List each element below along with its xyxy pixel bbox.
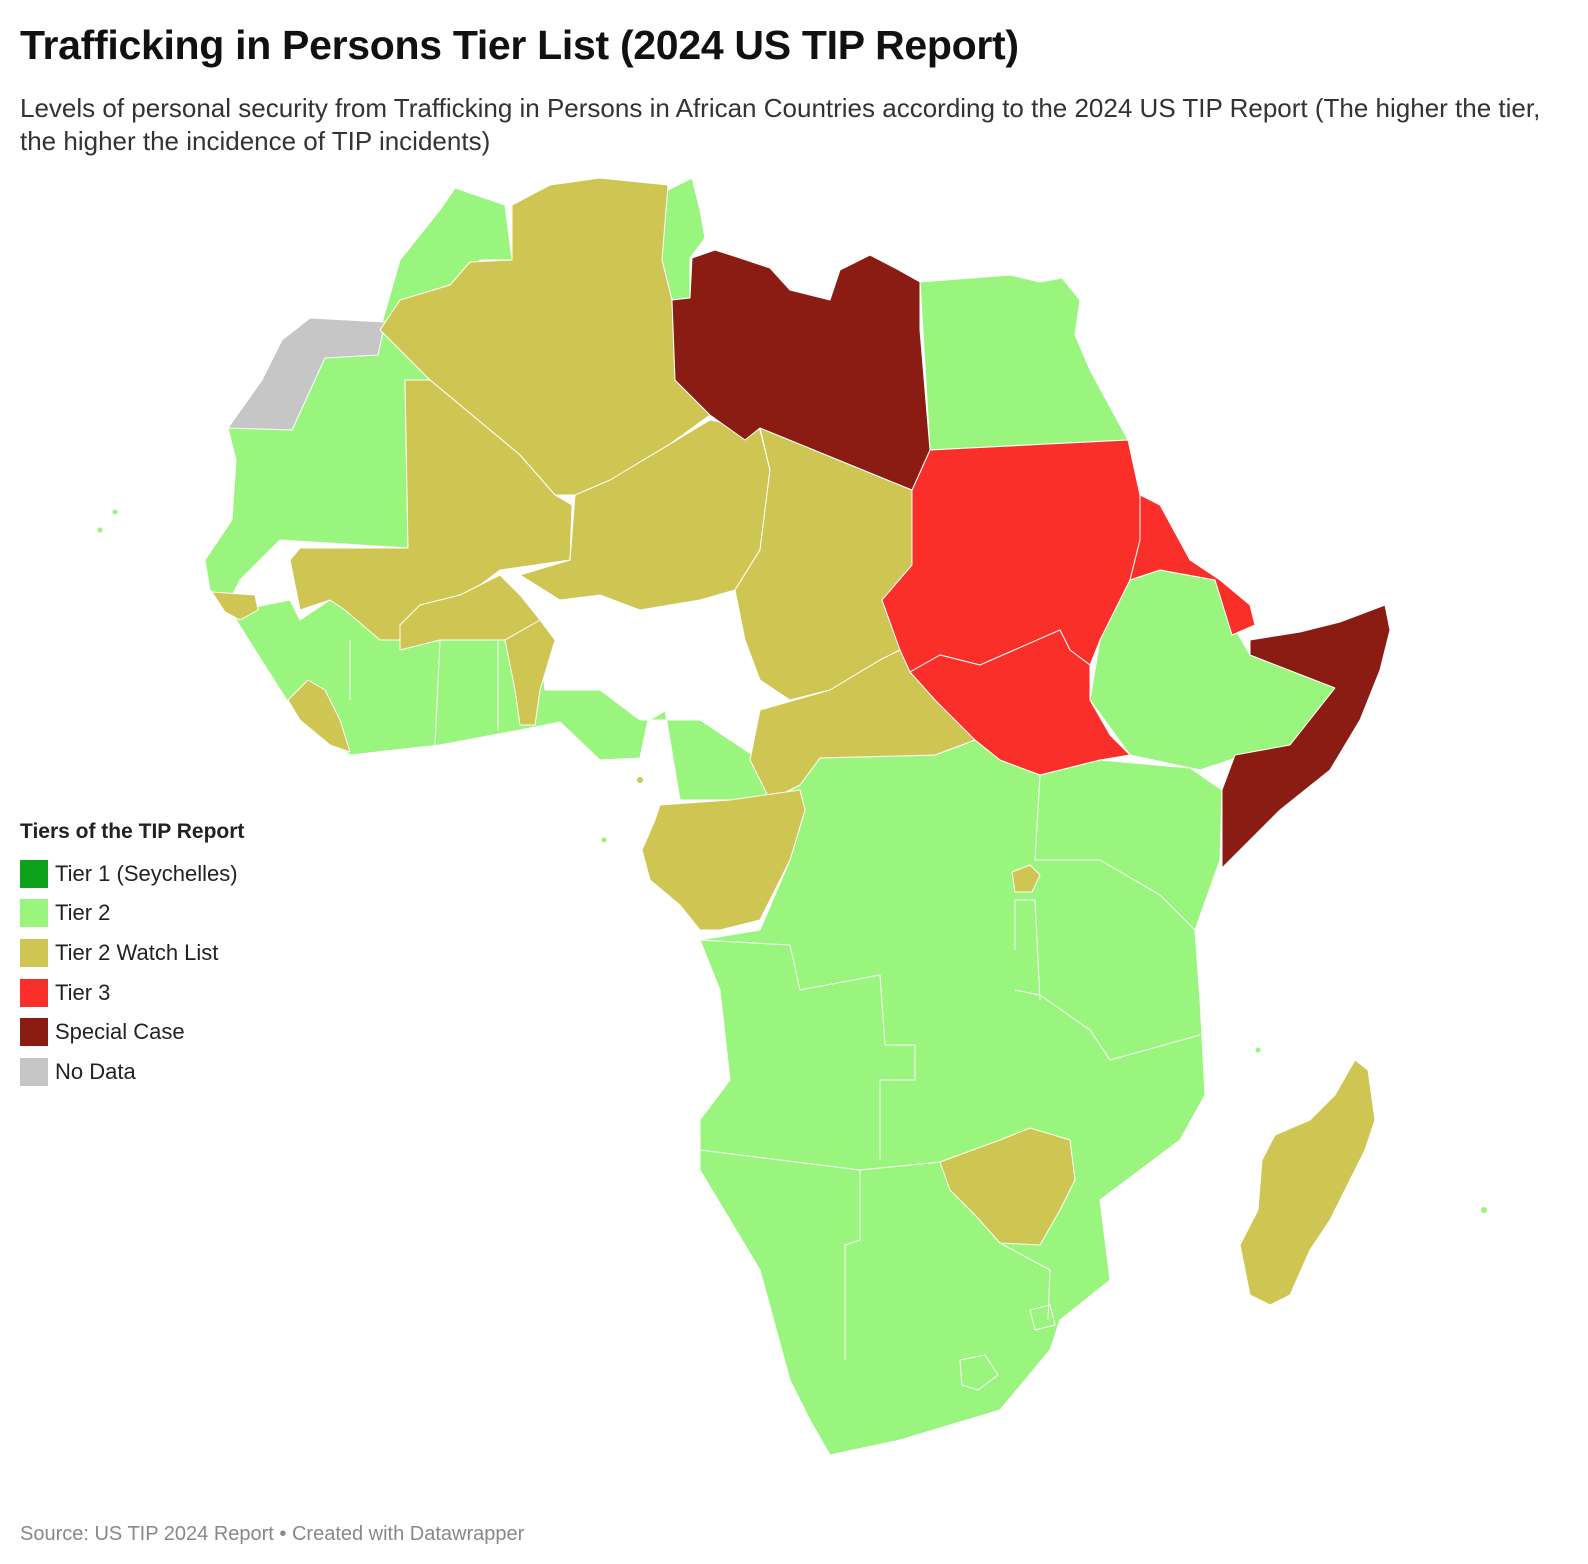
legend-item-special-case: Special Case [20, 1012, 244, 1052]
legend-item-tier2-watch: Tier 2 Watch List [20, 933, 244, 973]
region-gabon-congo[interactable] [641, 789, 806, 931]
region-eritrea[interactable] [1129, 494, 1256, 636]
legend-swatch-tier2-watch [20, 938, 48, 967]
region-burundi[interactable] [1011, 864, 1041, 893]
region-libya[interactable] [671, 249, 931, 491]
legend-item-no-data: No Data [20, 1052, 244, 1092]
legend-label-tier1: Tier 1 (Seychelles) [55, 860, 238, 886]
legend-item-tier3: Tier 3 [20, 973, 244, 1013]
region-togo-benin[interactable] [504, 619, 556, 726]
legend-label-tier3: Tier 3 [55, 979, 111, 1005]
legend-item-tier2: Tier 2 [20, 894, 244, 934]
region-zimbabwe[interactable] [939, 1127, 1076, 1246]
legend: Tiers of the TIP Report Tier 1 (Seychell… [20, 820, 244, 1092]
region-south-sudan[interactable] [909, 629, 1131, 776]
legend-label-tier2-watch: Tier 2 Watch List [55, 939, 219, 965]
region-sao-tome[interactable] [601, 837, 607, 843]
source-footer: Source: US TIP 2024 Report • Created wit… [20, 1523, 525, 1545]
legend-label-tier2: Tier 2 [55, 900, 111, 926]
region-madagascar[interactable] [1239, 1059, 1376, 1306]
legend-swatch-tier2 [20, 899, 48, 928]
legend-swatch-tier1 [20, 859, 48, 888]
legend-label-special-case: Special Case [55, 1019, 185, 1045]
region-guinea-bissau[interactable] [211, 591, 259, 621]
legend-swatch-tier3 [20, 978, 48, 1007]
legend-item-tier1: Tier 1 (Seychelles) [20, 854, 244, 894]
legend-title: Tiers of the TIP Report [20, 820, 245, 843]
region-cape-verde[interactable] [97, 527, 103, 533]
legend-swatch-no-data [20, 1057, 48, 1086]
internal-borders [349, 639, 1201, 1391]
legend-swatch-special-case [20, 1018, 48, 1047]
chart-subtitle: Levels of personal security from Traffic… [20, 93, 1541, 156]
region-car[interactable] [749, 649, 976, 801]
chart-title: Trafficking in Persons Tier List (2024 U… [20, 22, 1019, 68]
region-liberia[interactable] [287, 679, 351, 753]
region-mauritius[interactable] [1481, 1207, 1487, 1213]
region-egypt[interactable] [919, 274, 1129, 451]
region-cape-verde-2[interactable] [112, 509, 118, 515]
region-comoros[interactable] [1255, 1047, 1261, 1053]
region-equatorial-guinea-bioko[interactable] [637, 777, 643, 783]
region-somalia[interactable] [1221, 604, 1391, 869]
legend-label-no-data: No Data [55, 1058, 136, 1084]
region-niger[interactable] [519, 419, 771, 611]
